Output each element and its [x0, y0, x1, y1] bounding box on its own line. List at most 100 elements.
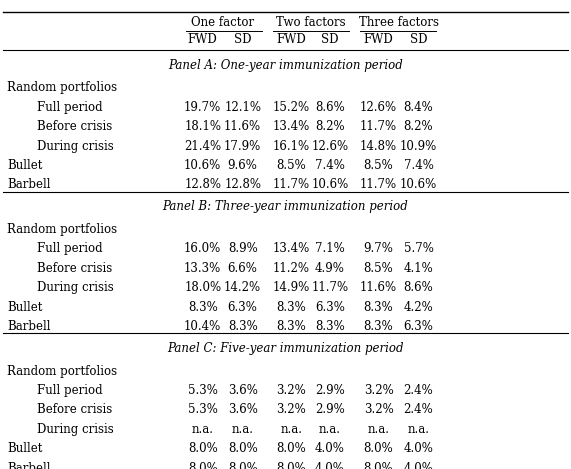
Text: 8.0%: 8.0% — [228, 442, 258, 455]
Text: 3.6%: 3.6% — [228, 403, 258, 416]
Text: 8.3%: 8.3% — [276, 320, 306, 333]
Text: 10.6%: 10.6% — [311, 178, 349, 191]
Text: Before crisis: Before crisis — [37, 403, 112, 416]
Text: 8.0%: 8.0% — [188, 442, 218, 455]
Text: 17.9%: 17.9% — [224, 139, 262, 152]
Text: 6.3%: 6.3% — [404, 320, 433, 333]
Text: 12.8%: 12.8% — [224, 178, 261, 191]
Text: n.a.: n.a. — [280, 423, 302, 436]
Text: 3.2%: 3.2% — [276, 403, 306, 416]
Text: 21.4%: 21.4% — [184, 139, 222, 152]
Text: 8.2%: 8.2% — [315, 120, 345, 133]
Text: 12.8%: 12.8% — [184, 178, 221, 191]
Text: 4.0%: 4.0% — [315, 442, 345, 455]
Text: 8.5%: 8.5% — [364, 159, 393, 172]
Text: 10.6%: 10.6% — [400, 178, 437, 191]
Text: 8.0%: 8.0% — [364, 462, 393, 469]
Text: Three factors: Three factors — [359, 16, 439, 29]
Text: Panel C: Five-year immunization period: Panel C: Five-year immunization period — [167, 342, 404, 355]
Text: n.a.: n.a. — [408, 423, 429, 436]
Text: 2.4%: 2.4% — [404, 384, 433, 397]
Text: 7.1%: 7.1% — [315, 242, 345, 255]
Text: Before crisis: Before crisis — [37, 262, 112, 275]
Text: Bullet: Bullet — [7, 301, 42, 314]
Text: 8.0%: 8.0% — [228, 462, 258, 469]
Text: 11.7%: 11.7% — [360, 120, 397, 133]
Text: 5.3%: 5.3% — [188, 384, 218, 397]
Text: 3.2%: 3.2% — [364, 403, 393, 416]
Text: During crisis: During crisis — [37, 423, 114, 436]
Text: 9.6%: 9.6% — [228, 159, 258, 172]
Text: 10.9%: 10.9% — [400, 139, 437, 152]
Text: Random portfolios: Random portfolios — [7, 81, 117, 94]
Text: 8.3%: 8.3% — [364, 320, 393, 333]
Text: SD: SD — [321, 33, 339, 46]
Text: 8.0%: 8.0% — [276, 442, 306, 455]
Text: Panel B: Three-year immunization period: Panel B: Three-year immunization period — [163, 200, 408, 213]
Text: 3.2%: 3.2% — [276, 384, 306, 397]
Text: 5.7%: 5.7% — [404, 242, 433, 255]
Text: Random portfolios: Random portfolios — [7, 223, 117, 236]
Text: 11.2%: 11.2% — [273, 262, 309, 275]
Text: Barbell: Barbell — [7, 320, 50, 333]
Text: 14.2%: 14.2% — [224, 281, 262, 294]
Text: 8.0%: 8.0% — [364, 442, 393, 455]
Text: 10.6%: 10.6% — [184, 159, 222, 172]
Text: 8.6%: 8.6% — [315, 100, 345, 113]
Text: During crisis: During crisis — [37, 139, 114, 152]
Text: 7.4%: 7.4% — [404, 159, 433, 172]
Text: FWD: FWD — [188, 33, 218, 46]
Text: 11.7%: 11.7% — [272, 178, 310, 191]
Text: Two factors: Two factors — [276, 16, 345, 29]
Text: 6.3%: 6.3% — [228, 301, 258, 314]
Text: 16.1%: 16.1% — [272, 139, 310, 152]
Text: 6.3%: 6.3% — [315, 301, 345, 314]
Text: FWD: FWD — [364, 33, 393, 46]
Text: 10.4%: 10.4% — [184, 320, 222, 333]
Text: 9.7%: 9.7% — [364, 242, 393, 255]
Text: 18.0%: 18.0% — [184, 281, 222, 294]
Text: 3.6%: 3.6% — [228, 384, 258, 397]
Text: 8.9%: 8.9% — [228, 242, 258, 255]
Text: 8.2%: 8.2% — [404, 120, 433, 133]
Text: 8.5%: 8.5% — [276, 159, 306, 172]
Text: 14.9%: 14.9% — [272, 281, 310, 294]
Text: 13.3%: 13.3% — [184, 262, 222, 275]
Text: 7.4%: 7.4% — [315, 159, 345, 172]
Text: Before crisis: Before crisis — [37, 120, 112, 133]
Text: Panel A: One-year immunization period: Panel A: One-year immunization period — [168, 59, 403, 72]
Text: 2.9%: 2.9% — [315, 384, 345, 397]
Text: 4.1%: 4.1% — [404, 262, 433, 275]
Text: 15.2%: 15.2% — [272, 100, 310, 113]
Text: 19.7%: 19.7% — [184, 100, 222, 113]
Text: Barbell: Barbell — [7, 462, 50, 469]
Text: Bullet: Bullet — [7, 159, 42, 172]
Text: One factor: One factor — [191, 16, 254, 29]
Text: 4.0%: 4.0% — [404, 462, 433, 469]
Text: n.a.: n.a. — [319, 423, 341, 436]
Text: n.a.: n.a. — [192, 423, 214, 436]
Text: 8.3%: 8.3% — [276, 301, 306, 314]
Text: Full period: Full period — [37, 100, 103, 113]
Text: 13.4%: 13.4% — [272, 120, 310, 133]
Text: 6.6%: 6.6% — [228, 262, 258, 275]
Text: SD: SD — [234, 33, 251, 46]
Text: 11.6%: 11.6% — [224, 120, 262, 133]
Text: 4.0%: 4.0% — [315, 462, 345, 469]
Text: 3.2%: 3.2% — [364, 384, 393, 397]
Text: 8.5%: 8.5% — [364, 262, 393, 275]
Text: During crisis: During crisis — [37, 281, 114, 294]
Text: 2.9%: 2.9% — [315, 403, 345, 416]
Text: 8.4%: 8.4% — [404, 100, 433, 113]
Text: 12.6%: 12.6% — [311, 139, 349, 152]
Text: 14.8%: 14.8% — [360, 139, 397, 152]
Text: 2.4%: 2.4% — [404, 403, 433, 416]
Text: 8.6%: 8.6% — [404, 281, 433, 294]
Text: FWD: FWD — [276, 33, 306, 46]
Text: 16.0%: 16.0% — [184, 242, 222, 255]
Text: 8.3%: 8.3% — [315, 320, 345, 333]
Text: n.a.: n.a. — [232, 423, 254, 436]
Text: 11.7%: 11.7% — [360, 178, 397, 191]
Text: 8.3%: 8.3% — [188, 301, 218, 314]
Text: SD: SD — [410, 33, 427, 46]
